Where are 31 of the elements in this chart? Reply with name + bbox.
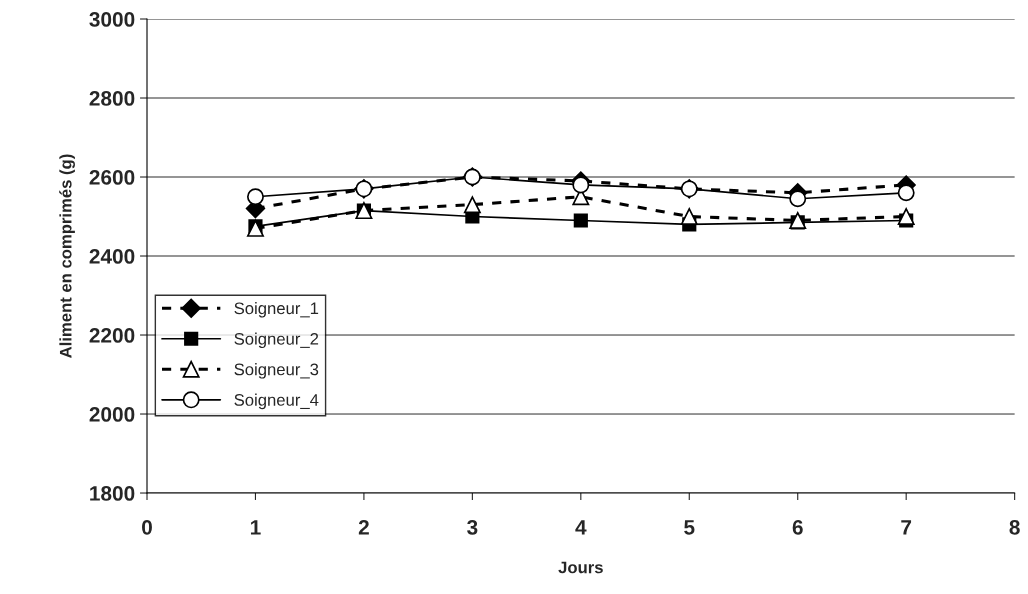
x-tick-label: 4 [575,520,587,535]
y-tick-label: 2000 [89,407,135,422]
y-tick-label: 1800 [90,486,135,501]
point [573,213,588,228]
point [897,208,915,225]
y-tick-label: 2600 [89,170,135,185]
x-tick-label: 2 [358,519,369,535]
y-axis-title: Aliment en comprimés (g) [59,154,75,358]
y-tick-label: 3000 [89,12,135,27]
point [789,190,807,208]
x-axis-title: Jours [558,561,603,574]
point [246,188,264,206]
y-tick-label: 2400 [89,249,135,264]
x-tick-label: 7 [901,520,912,535]
legend-label: Soigneur_2 [234,332,319,349]
x-tick-label: 3 [467,519,478,535]
x-tick-label: 6 [792,519,803,535]
point [897,184,915,202]
legend-label: Soigneur_1 [234,301,319,318]
x-tick-label: 5 [684,520,695,535]
y-tick-label: 2200 [89,328,135,343]
point [789,211,807,229]
legend-label: Soigneur_3 [234,363,319,379]
point [680,208,698,225]
legend-label: Soigneur_4 [234,393,319,410]
x-tick-label: 0 [142,519,152,535]
point [463,196,481,214]
x-tick-label: 1 [250,520,261,535]
point [572,176,590,194]
x-tick-label: 8 [1009,519,1020,535]
y-tick-label: 2800 [89,91,135,106]
